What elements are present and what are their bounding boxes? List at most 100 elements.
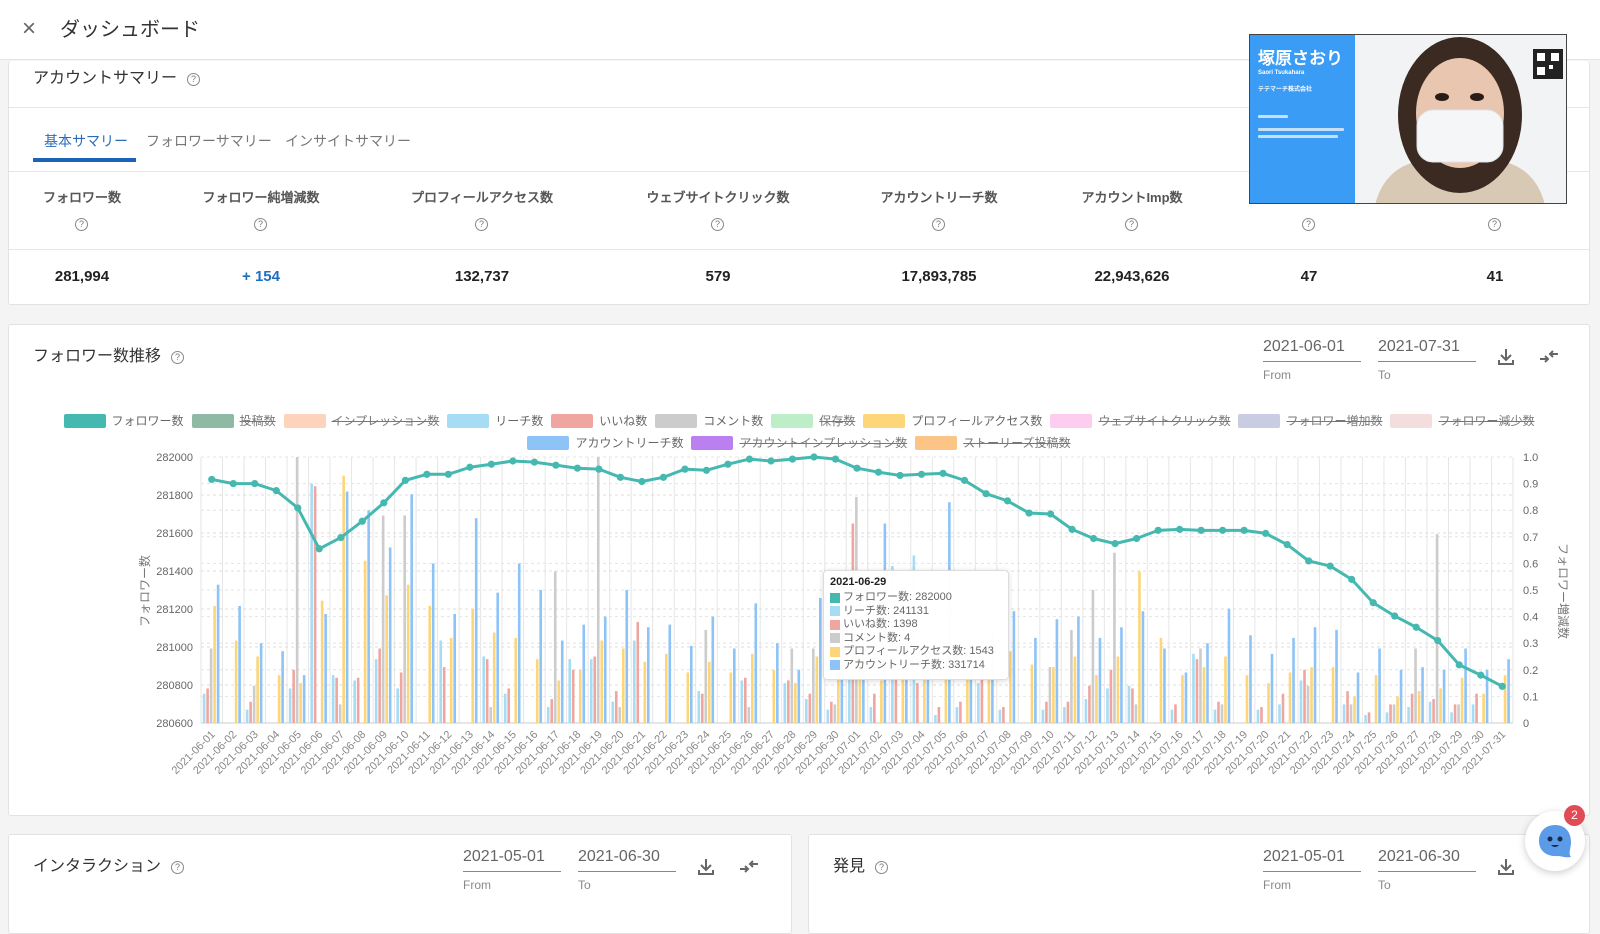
download-button[interactable] bbox=[1494, 345, 1518, 369]
to-date-field[interactable]: 2021-06-30 To bbox=[578, 846, 676, 892]
bar-account-reach bbox=[1227, 608, 1231, 723]
bar-account-reach bbox=[754, 603, 758, 723]
bar-account-reach bbox=[1507, 659, 1510, 723]
tooltip-text: リーチ数: 241131 bbox=[843, 604, 930, 617]
bar-comments bbox=[704, 629, 708, 723]
follower-point bbox=[1197, 526, 1205, 534]
to-date-input[interactable]: 2021-06-30 bbox=[1378, 846, 1476, 872]
tab-insight-summary[interactable]: インサイトサマリー bbox=[285, 133, 411, 149]
close-icon[interactable]: × bbox=[22, 15, 37, 42]
tooltip-row: フォロワー数: 282000 bbox=[830, 591, 1002, 605]
help-icon[interactable]: ? bbox=[1125, 218, 1138, 231]
bar-profile bbox=[406, 584, 410, 723]
help-icon[interactable]: ? bbox=[171, 350, 185, 364]
legend-label: ストーリーズ投稿数 bbox=[963, 436, 1071, 450]
tab-basic-summary[interactable]: 基本サマリー bbox=[44, 133, 128, 149]
compress-arrows-icon bbox=[740, 860, 758, 873]
metric-value: 17,893,785 bbox=[901, 268, 977, 285]
follower-point bbox=[1025, 509, 1033, 517]
legend-item[interactable]: フォロワー数 bbox=[63, 412, 184, 429]
follower-point bbox=[595, 465, 603, 473]
legend-item[interactable]: ストーリーズ投稿数 bbox=[915, 434, 1071, 451]
bar-account-reach bbox=[625, 590, 629, 723]
decorative-text-line bbox=[1258, 135, 1338, 138]
follower-point bbox=[1133, 534, 1141, 543]
webcam-person-image bbox=[1355, 35, 1566, 203]
download-button[interactable] bbox=[694, 855, 718, 879]
metric-label: アカウントImp数 bbox=[1081, 190, 1183, 205]
help-icon[interactable]: ? bbox=[475, 218, 488, 231]
bar-account-reach bbox=[281, 651, 284, 723]
to-date-label: To bbox=[1378, 368, 1391, 382]
help-icon[interactable]: ? bbox=[711, 218, 724, 231]
bar-profile bbox=[234, 640, 238, 723]
help-icon[interactable]: ? bbox=[75, 218, 88, 231]
compare-button[interactable] bbox=[737, 855, 761, 879]
help-icon[interactable]: ? bbox=[1488, 218, 1501, 231]
y-right-tick-label: 0.3 bbox=[1523, 638, 1538, 650]
y-right-axis-title: フォロワー増減数 bbox=[1556, 543, 1571, 639]
bar-account-reach bbox=[216, 584, 220, 723]
help-icon[interactable]: ? bbox=[187, 72, 201, 86]
legend-item[interactable]: 保存数 bbox=[771, 412, 855, 429]
interaction-title-text: インタラクション bbox=[33, 858, 162, 875]
help-icon[interactable]: ? bbox=[171, 860, 185, 874]
follower-point bbox=[509, 457, 517, 465]
legend-swatch bbox=[191, 413, 234, 428]
bar-comments bbox=[1414, 648, 1417, 723]
bar-profile bbox=[1202, 667, 1206, 723]
bar-profile bbox=[772, 669, 776, 723]
bar-profile bbox=[320, 600, 324, 723]
bar-comments bbox=[381, 515, 385, 723]
legend-item[interactable]: アカウントインプレッション数 bbox=[691, 434, 907, 451]
follower-point bbox=[487, 460, 495, 468]
legend-item[interactable]: いいね数 bbox=[551, 412, 647, 429]
from-date-field[interactable]: 2021-06-01 From bbox=[1263, 336, 1361, 382]
follower-point bbox=[1240, 526, 1248, 534]
from-date-input[interactable]: 2021-05-01 bbox=[1263, 846, 1361, 872]
bar-reach bbox=[1213, 709, 1217, 723]
to-date-field[interactable]: 2021-07-31 To bbox=[1378, 336, 1476, 382]
bar-likes bbox=[959, 701, 962, 723]
follower-point bbox=[1154, 526, 1162, 534]
from-date-input[interactable]: 2021-05-01 bbox=[463, 846, 561, 872]
bar-account-reach bbox=[345, 491, 349, 723]
chart-tooltip: 2021-06-29 フォロワー数: 282000 リーチ数: 241131 い… bbox=[823, 570, 1009, 680]
legend-swatch bbox=[551, 413, 594, 428]
legend-item[interactable]: プロフィールアクセス数 bbox=[863, 412, 1042, 429]
bar-likes bbox=[1389, 704, 1392, 723]
bar-profile bbox=[1159, 637, 1163, 723]
to-date-input[interactable]: 2021-06-30 bbox=[578, 846, 676, 872]
legend-item[interactable]: インプレッション数 bbox=[283, 412, 439, 429]
bar-profile bbox=[944, 669, 948, 723]
from-date-field[interactable]: 2021-05-01 From bbox=[463, 846, 561, 892]
from-date-input[interactable]: 2021-06-01 bbox=[1263, 336, 1361, 362]
from-date-field[interactable]: 2021-05-01 From bbox=[1263, 846, 1361, 892]
bar-likes bbox=[1453, 704, 1457, 723]
bar-account-reach bbox=[238, 605, 241, 723]
help-icon[interactable]: ? bbox=[932, 218, 945, 231]
legend-item[interactable]: 投稿数 bbox=[191, 412, 276, 429]
bar-reach bbox=[826, 709, 830, 723]
legend-item[interactable]: フォロワー増加数 bbox=[1238, 412, 1382, 429]
legend-item[interactable]: ウェブサイトクリック数 bbox=[1050, 412, 1230, 429]
bar-profile bbox=[342, 475, 345, 723]
legend-item[interactable]: フォロワー減少数 bbox=[1390, 412, 1534, 429]
legend-item[interactable]: コメント数 bbox=[655, 412, 763, 429]
to-date-input[interactable]: 2021-07-31 bbox=[1378, 336, 1476, 362]
help-icon[interactable]: ? bbox=[254, 218, 267, 231]
help-icon[interactable]: ? bbox=[1302, 218, 1315, 231]
download-icon bbox=[1498, 349, 1514, 365]
help-icon[interactable]: ? bbox=[875, 860, 889, 874]
tooltip-swatch bbox=[830, 646, 840, 657]
tab-follower-summary[interactable]: フォロワーサマリー bbox=[146, 133, 272, 149]
legend-item[interactable]: リーチ数 bbox=[447, 412, 543, 429]
download-button[interactable] bbox=[1494, 855, 1518, 879]
legend-item[interactable]: アカウントリーチ数 bbox=[527, 434, 683, 451]
tooltip-text: いいね数: 1398 bbox=[843, 618, 918, 630]
follower-point bbox=[444, 470, 452, 478]
bar-account-reach bbox=[560, 640, 564, 723]
compare-button[interactable] bbox=[1537, 345, 1561, 369]
to-date-field[interactable]: 2021-06-30 To bbox=[1378, 846, 1476, 892]
legend-swatch bbox=[283, 413, 326, 428]
